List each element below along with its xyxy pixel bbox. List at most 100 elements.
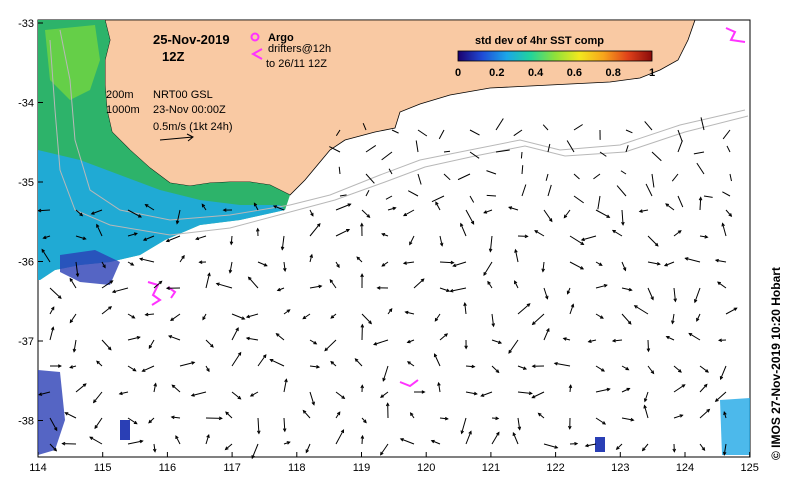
current-arrow (148, 417, 155, 424)
current-arrow (573, 173, 580, 180)
y-tick-label: -35 (18, 177, 34, 189)
current-arrow (112, 287, 129, 293)
current-arrow-head (253, 202, 258, 207)
current-arrow (335, 391, 345, 399)
current-arrow-head (171, 384, 176, 389)
current-arrow (495, 149, 510, 153)
current-arrow-head (728, 213, 733, 218)
current-arrow-head (512, 431, 516, 437)
current-arrow (569, 385, 572, 393)
current-arrow (101, 306, 112, 315)
current-arrow (647, 365, 654, 374)
current-arrow (309, 339, 317, 345)
current-arrow (49, 306, 55, 315)
current-arrow-head (446, 288, 451, 293)
current-arrow-head (621, 221, 625, 226)
current-arrow (435, 201, 441, 211)
current-arrow (595, 417, 606, 425)
current-arrow (645, 183, 653, 197)
current-arrow (365, 189, 370, 197)
current-arrow-head (262, 354, 267, 359)
current-arrow (205, 273, 211, 289)
drifters-label: drifters@12h (268, 43, 331, 55)
current-arrow (532, 313, 545, 325)
current-arrow (595, 261, 603, 266)
current-arrow-head (452, 263, 457, 268)
drifter-track (725, 27, 746, 43)
current-arrow (621, 417, 634, 421)
current-arrow-head (606, 387, 611, 392)
x-tick-label: 114 (29, 462, 47, 474)
current-arrow (171, 416, 181, 419)
current-arrow (566, 140, 575, 153)
current-arrow-head (360, 222, 364, 227)
current-arrow (388, 168, 393, 175)
current-arrow (573, 124, 583, 131)
current-arrow-head (698, 196, 703, 201)
current-arrow (49, 327, 54, 341)
current-arrow-head (368, 320, 373, 325)
current-arrow (93, 391, 103, 403)
current-arrow (534, 230, 545, 237)
current-arrow (647, 235, 659, 247)
current-arrow (403, 209, 415, 217)
current-arrow-head (681, 384, 686, 388)
current-arrow (647, 339, 650, 352)
current-arrow (176, 209, 181, 224)
current-arrow (621, 209, 624, 225)
current-arrow-head (336, 411, 341, 416)
current-arrow-head (688, 332, 693, 337)
map-time: 12Z (162, 49, 184, 64)
current-arrow-head (460, 430, 465, 435)
current-arrow-head (210, 343, 214, 348)
current-arrow-head (286, 309, 291, 313)
colorbar-tick-label: 0 (455, 67, 461, 79)
current-arrow (538, 412, 545, 419)
current-arrow (38, 209, 51, 212)
current-arrow-head (57, 295, 62, 300)
current-arrow-head (537, 412, 542, 417)
scale-arrow (159, 133, 194, 142)
current-arrow-head (363, 419, 367, 424)
current-arrow (166, 235, 181, 242)
current-arrow-head (701, 447, 706, 452)
current-arrow-head (531, 321, 536, 326)
current-arrow (715, 259, 727, 263)
current-arrow-head (360, 323, 365, 328)
current-arrow-head (144, 204, 149, 208)
current-arrow-head (64, 412, 69, 416)
current-arrow (651, 151, 662, 162)
current-arrow-head (175, 435, 179, 440)
current-arrow-head (38, 392, 43, 396)
current-arrow (508, 339, 519, 354)
current-arrow (41, 249, 51, 263)
current-arrow (324, 339, 337, 351)
current-arrow-head (245, 336, 250, 341)
current-arrow-head (336, 264, 340, 269)
current-arrow (461, 417, 467, 434)
current-arrow (309, 365, 320, 368)
current-arrow (75, 209, 83, 216)
current-arrow (309, 391, 315, 405)
current-arrow-head (693, 299, 698, 304)
current-arrow-head (380, 451, 384, 456)
current-arrow (438, 129, 445, 140)
current-arrow-head (679, 414, 684, 418)
current-arrow-head (229, 241, 234, 246)
current-arrow-head (302, 315, 307, 320)
current-arrow (361, 209, 370, 218)
current-arrow (581, 235, 597, 241)
current-arrow-head (165, 238, 170, 243)
current-arrow (179, 361, 195, 367)
colorbar-tick-label: 0.4 (528, 67, 544, 79)
colorbar-tick-label: 0.2 (489, 67, 504, 79)
current-arrow (491, 365, 500, 373)
current-arrow-head (435, 201, 439, 206)
current-arrow (465, 209, 475, 225)
current-arrow (365, 145, 377, 153)
current-arrow (380, 391, 389, 398)
current-arrow-head (437, 381, 441, 386)
current-arrow (361, 435, 364, 445)
current-arrow-head (641, 447, 646, 452)
current-arrow-head (158, 280, 163, 285)
